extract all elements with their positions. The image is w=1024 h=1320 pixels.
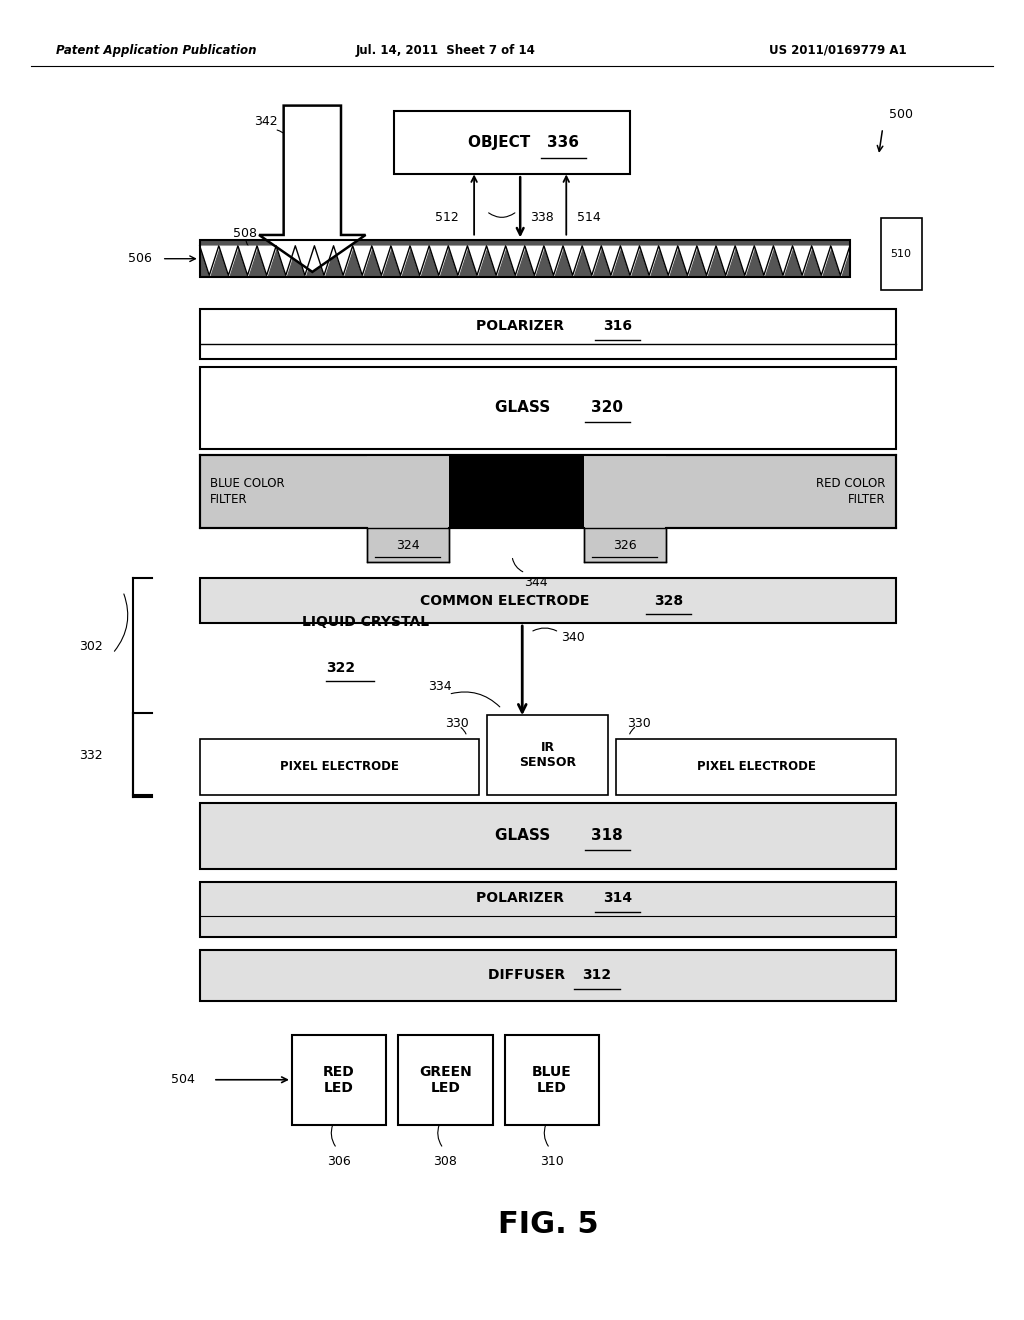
Text: 312: 312 (583, 969, 611, 982)
Text: BLUE COLOR
FILTER: BLUE COLOR FILTER (210, 478, 285, 506)
Text: US 2011/0169779 A1: US 2011/0169779 A1 (769, 44, 906, 57)
Text: GLASS: GLASS (495, 400, 556, 416)
Bar (200, 578, 896, 623)
Text: POLARIZER: POLARIZER (476, 891, 568, 906)
Text: GREEN
LED: GREEN LED (419, 1065, 472, 1094)
Text: 330: 330 (627, 717, 650, 730)
Text: 318: 318 (591, 828, 624, 843)
Text: 306: 306 (327, 1155, 350, 1168)
Text: 336: 336 (547, 135, 580, 150)
Text: 512: 512 (435, 211, 459, 224)
Bar (200, 240, 850, 277)
Bar (292, 1035, 386, 1125)
Text: LIQUID CRYSTAL: LIQUID CRYSTAL (302, 615, 429, 628)
Bar (200, 950, 896, 1001)
Text: 310: 310 (540, 1155, 563, 1168)
Bar (200, 739, 479, 795)
Text: 316: 316 (603, 319, 632, 334)
Text: BLUE
LED: BLUE LED (532, 1065, 571, 1094)
Text: Patent Application Publication: Patent Application Publication (56, 44, 257, 57)
Bar (394, 111, 630, 174)
Bar (200, 309, 896, 359)
Text: POLARIZER: POLARIZER (476, 319, 568, 334)
Text: 506: 506 (128, 252, 152, 265)
Text: 308: 308 (433, 1155, 457, 1168)
Text: GLASS: GLASS (495, 828, 556, 843)
Text: RED COLOR
FILTER: RED COLOR FILTER (816, 478, 886, 506)
Bar (200, 882, 896, 937)
Text: 328: 328 (654, 594, 683, 607)
Text: 342: 342 (254, 115, 279, 128)
Text: 320: 320 (591, 400, 624, 416)
Text: 508: 508 (233, 227, 257, 240)
Text: DIFFUSER: DIFFUSER (488, 969, 570, 982)
Bar (616, 739, 896, 795)
Bar (200, 367, 896, 449)
Bar (369, 455, 655, 528)
Text: COMMON ELECTRODE: COMMON ELECTRODE (420, 594, 594, 607)
Text: 510: 510 (891, 249, 911, 259)
Bar (584, 455, 666, 562)
Text: 326: 326 (612, 539, 637, 552)
Text: 514: 514 (577, 211, 600, 224)
Text: Jul. 14, 2011  Sheet 7 of 14: Jul. 14, 2011 Sheet 7 of 14 (355, 44, 536, 57)
Text: 340: 340 (561, 631, 585, 644)
Text: 330: 330 (445, 717, 469, 730)
Text: 344: 344 (524, 576, 548, 589)
Bar (398, 1035, 493, 1125)
Bar (200, 240, 850, 277)
Polygon shape (259, 106, 366, 272)
Bar (505, 1035, 599, 1125)
Text: PIXEL ELECTRODE: PIXEL ELECTRODE (280, 760, 399, 774)
Bar (367, 528, 449, 562)
Bar (367, 455, 449, 562)
Text: PIXEL ELECTRODE: PIXEL ELECTRODE (696, 760, 816, 774)
Text: 302: 302 (79, 640, 102, 653)
Bar (487, 715, 608, 795)
Text: 324: 324 (395, 539, 420, 552)
Bar (200, 455, 896, 528)
Bar (200, 803, 896, 869)
Text: 500: 500 (889, 108, 912, 121)
Text: 322: 322 (326, 661, 354, 675)
Text: FIG. 5: FIG. 5 (498, 1210, 598, 1239)
Text: RED
LED: RED LED (323, 1065, 355, 1094)
Bar (584, 528, 666, 562)
Bar (881, 218, 922, 290)
Text: 334: 334 (428, 680, 453, 693)
Text: 504: 504 (171, 1073, 195, 1086)
Text: IR
SENSOR: IR SENSOR (519, 741, 577, 770)
Text: 314: 314 (603, 891, 632, 906)
Text: 332: 332 (79, 748, 102, 762)
Text: OBJECT: OBJECT (468, 135, 536, 150)
Text: 338: 338 (530, 211, 554, 224)
